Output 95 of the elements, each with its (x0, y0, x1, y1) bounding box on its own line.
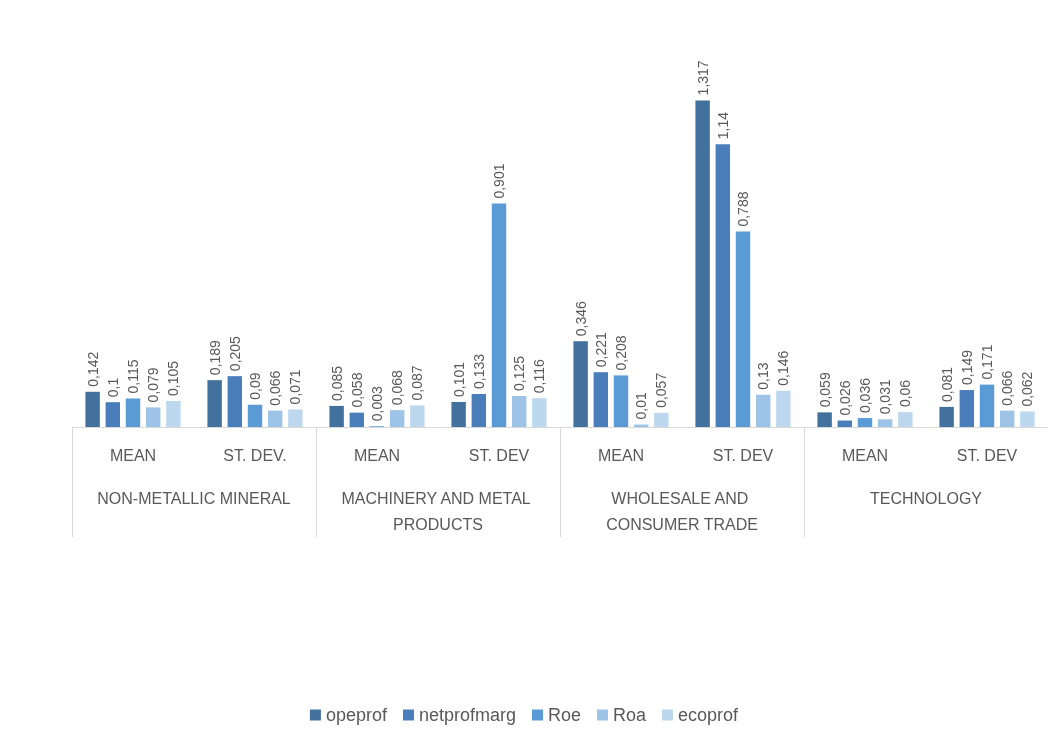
data-label: 1,14 (714, 111, 731, 140)
data-label: 0,026 (836, 380, 853, 416)
bar (613, 375, 629, 427)
bar (959, 390, 975, 427)
bar (349, 412, 365, 427)
bar (125, 398, 141, 427)
bar (979, 384, 995, 427)
text: TECHNOLOGY (869, 489, 983, 507)
legend-label: netprofmarg (418, 705, 517, 725)
bar (755, 394, 771, 427)
bar (288, 409, 303, 427)
data-label: 0,221 (592, 331, 609, 368)
data-label: 0,149 (958, 349, 975, 386)
bar (247, 404, 263, 427)
bar (471, 394, 487, 427)
data-label: 0,003 (369, 386, 385, 422)
x-tick-label: ST. DEV (956, 446, 1018, 464)
x-tick-label: MEAN (841, 446, 889, 464)
x-tick-label: MEAN (109, 446, 157, 464)
text: NON-METALLIC MINERAL (97, 489, 291, 507)
data-label: 0,066 (267, 370, 284, 406)
data-label: 0,071 (287, 369, 304, 405)
data-label: 0,068 (389, 369, 406, 406)
data-label: 0,057 (653, 372, 670, 408)
bar (389, 410, 405, 427)
bar (735, 231, 751, 427)
data-label: 0,079 (145, 367, 162, 403)
data-label: 0,346 (572, 300, 589, 337)
data-label: 1,317 (694, 60, 711, 96)
data-label: 0,171 (979, 344, 995, 380)
data-label: 0,085 (328, 365, 345, 401)
data-label: 0,087 (409, 365, 426, 401)
bar (776, 390, 791, 427)
bar (329, 405, 344, 427)
data-label: 0,081 (938, 366, 955, 402)
data-label: 0,062 (1019, 371, 1036, 407)
x-tick-label: ST. DEV (468, 446, 530, 464)
data-label: 0,031 (877, 379, 894, 415)
bar (898, 412, 913, 427)
legend-label: Roe (548, 705, 582, 725)
bar (939, 406, 954, 427)
data-label: 0,901 (491, 163, 507, 199)
data-label: 0,133 (470, 353, 487, 390)
bar (511, 396, 527, 427)
bar (1020, 411, 1035, 427)
text: MACHINERY AND METAL PRODUCTS (341, 489, 535, 533)
data-label: 0,205 (226, 335, 243, 372)
data-label: 0,06 (897, 379, 914, 408)
bar (105, 402, 121, 427)
bar (207, 380, 222, 427)
data-label: 0,066 (999, 370, 1016, 406)
bar (877, 419, 893, 427)
bar (267, 410, 283, 427)
data-label: 0,125 (511, 355, 528, 391)
data-label: 0,13 (755, 362, 772, 390)
data-label: 0,189 (206, 339, 223, 376)
data-label: 0,101 (450, 361, 467, 397)
data-label: 0,146 (775, 350, 792, 386)
bar (695, 100, 710, 427)
data-label: 0,036 (857, 377, 873, 414)
bar (227, 376, 243, 427)
data-label: 0,105 (165, 360, 182, 396)
bar (85, 391, 100, 427)
x-tick-label: ST. DEV. (223, 446, 287, 464)
bar (857, 418, 873, 427)
bar (491, 203, 507, 427)
bar (593, 372, 609, 427)
legend-label: opeprof (325, 705, 388, 725)
bar (837, 420, 853, 427)
data-label: 0,116 (531, 359, 548, 394)
bar (410, 405, 425, 427)
bar (532, 398, 547, 427)
bar (715, 144, 731, 427)
bar (573, 341, 588, 427)
data-label: 0,1 (104, 377, 121, 398)
bar (145, 407, 161, 427)
data-label: 0,09 (247, 372, 263, 400)
data-label: 0,059 (816, 372, 833, 408)
bar (654, 412, 669, 427)
data-label: 0,788 (735, 191, 751, 227)
bar (166, 400, 181, 427)
x-tick-label: MEAN (353, 446, 401, 464)
data-label: 0,115 (125, 359, 141, 394)
bar (999, 410, 1015, 427)
text: WHOLESALE AND CONSUMER TRADE (606, 489, 758, 533)
bar (817, 412, 832, 427)
data-label: 0,142 (84, 351, 101, 387)
legend-label: Roa (613, 705, 648, 725)
x-tick-label: MEAN (597, 446, 645, 464)
data-label: 0,208 (613, 335, 629, 371)
bar (451, 401, 466, 427)
data-label: 0,01 (633, 392, 650, 420)
x-tick-label: ST. DEV (712, 446, 774, 464)
legend-label: ecoprof (678, 705, 740, 725)
data-label: 0,058 (348, 372, 365, 408)
